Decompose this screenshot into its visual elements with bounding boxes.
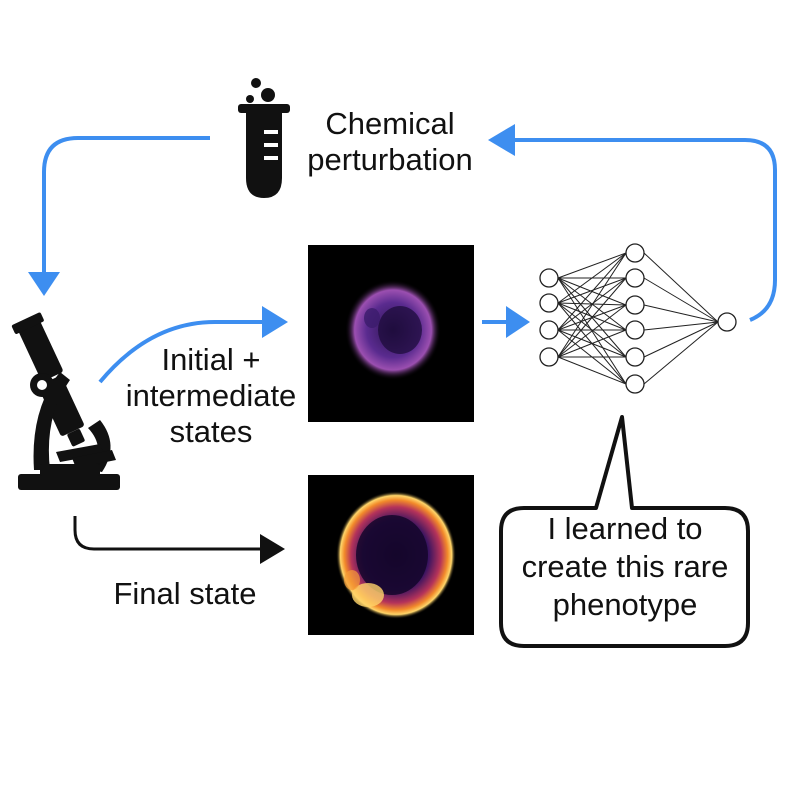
network-node [625, 295, 645, 315]
speech-bubble-text: I learned to create this rare phenotype [505, 510, 745, 624]
test-tube-icon [238, 78, 290, 198]
loop-arrow-right [488, 124, 777, 322]
network-node [625, 268, 645, 288]
network-node [539, 293, 559, 313]
network-connection [557, 304, 627, 358]
loop-arrow-left [28, 136, 210, 296]
network-connection [557, 252, 627, 279]
network-connection [643, 321, 719, 385]
chemical-label-line2: perturbation [307, 142, 473, 177]
arrow-microscope-to-final [73, 516, 285, 564]
initial-label-line2: intermediate [125, 378, 297, 413]
network-connection [557, 277, 627, 304]
final-state-label: Final state [113, 576, 257, 611]
speech-bubble [499, 415, 750, 648]
neural-network-icon [539, 243, 737, 394]
final-cell [336, 491, 456, 619]
chemical-label-line1: Chemical [325, 106, 455, 141]
initial-cell [345, 280, 441, 380]
network-connection [643, 252, 719, 323]
network-connection [643, 304, 719, 323]
arrow-initial-to-network [482, 306, 530, 338]
initial-label-line3: states [169, 414, 253, 449]
network-connection [643, 321, 719, 331]
arrow-microscope-to-initial [98, 306, 288, 384]
microscope-icon [11, 312, 120, 490]
bubble-line3: phenotype [552, 587, 698, 622]
network-node [625, 320, 645, 340]
network-connection [557, 277, 627, 331]
network-connection [643, 321, 719, 358]
network-node [539, 320, 559, 340]
bubble-line1: I learned to [547, 511, 703, 546]
network-node [539, 268, 559, 288]
network-node [539, 347, 559, 367]
chemical-perturbation-label: Chemical perturbation [295, 106, 485, 178]
network-connection [557, 252, 627, 304]
initial-label-line1: Initial + [161, 342, 261, 377]
network-connection [557, 356, 627, 385]
network-connection [557, 252, 627, 331]
network-connection [643, 277, 719, 323]
network-connection [557, 302, 627, 331]
initial-states-label: Initial + intermediate states [106, 342, 316, 450]
network-node [625, 374, 645, 394]
network-connection [557, 277, 627, 358]
network-connection [557, 252, 627, 358]
bubble-line2: create this rare [521, 549, 729, 584]
network-node [717, 312, 737, 332]
network-node [625, 347, 645, 367]
network-node [625, 243, 645, 263]
network-connection [557, 329, 627, 358]
